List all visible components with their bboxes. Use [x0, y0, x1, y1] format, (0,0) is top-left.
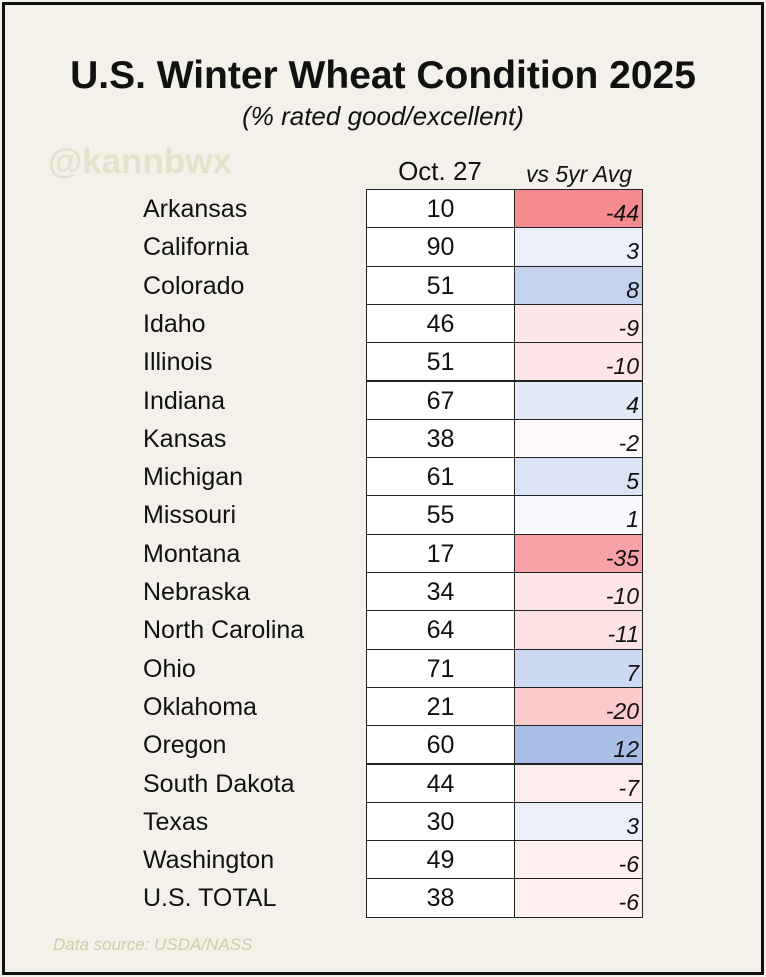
diff-cell: -35	[514, 533, 643, 573]
diff-cell: 12	[514, 725, 643, 765]
column-header-vs-avg: vs 5yr Avg	[525, 161, 633, 187]
chart-title: U.S. Winter Wheat Condition 2025	[70, 54, 696, 97]
value-cell: 64	[366, 610, 515, 650]
value-cell: 49	[366, 840, 515, 880]
value-cell: 17	[366, 533, 515, 573]
row-label: South Dakota	[143, 769, 295, 798]
diff-cell: -20	[514, 686, 643, 727]
value-cell: 30	[366, 801, 515, 842]
diff-cell: -2	[514, 418, 643, 459]
row-label: U.S. TOTAL	[143, 884, 277, 913]
diff-cell: 3	[514, 227, 643, 267]
diff-cell: 5	[514, 457, 643, 497]
diff-cell: -6	[514, 878, 643, 918]
value-cell: 60	[366, 725, 515, 765]
diff-cell: 1	[514, 495, 643, 535]
row-label: Oregon	[143, 731, 227, 760]
row-label: California	[143, 233, 249, 262]
watermark: @kannbwx	[48, 142, 232, 181]
row-label: North Carolina	[143, 616, 305, 645]
row-label: Arkansas	[143, 195, 248, 223]
value-cell: 61	[366, 457, 515, 497]
row-label: Nebraska	[143, 578, 250, 606]
data-source: Data source: USDA/NASS	[53, 935, 253, 954]
row-label: Texas	[143, 807, 209, 836]
row-label: Illinois	[143, 348, 213, 377]
diff-cell: -10	[514, 572, 643, 612]
diff-cell: -10	[514, 342, 643, 382]
row-label: Michigan	[143, 463, 244, 492]
diff-cell: -11	[514, 610, 643, 650]
value-cell: 71	[366, 648, 515, 688]
diff-cell: 8	[514, 265, 643, 305]
diff-cell: -6	[514, 840, 643, 880]
value-cell: 46	[366, 303, 515, 344]
value-cell: 51	[366, 342, 515, 382]
diff-cell: 7	[514, 648, 643, 688]
column-header-date: Oct. 27	[398, 156, 482, 186]
diff-cell: -9	[514, 303, 643, 344]
row-label: Kansas	[143, 424, 227, 453]
value-cell: 51	[366, 265, 515, 305]
value-cell: 38	[366, 878, 515, 918]
value-cell: 10	[366, 189, 515, 229]
row-label: Colorado	[143, 271, 245, 300]
diff-cell: -44	[514, 189, 643, 229]
diff-cell: -7	[514, 763, 643, 803]
row-label: Ohio	[143, 654, 196, 683]
value-cell: 38	[366, 418, 515, 459]
row-label: Idaho	[143, 309, 206, 338]
value-cell: 55	[366, 495, 515, 535]
value-cell: 67	[366, 380, 515, 420]
value-cell: 90	[366, 227, 515, 267]
diff-cell: 3	[514, 801, 643, 842]
value-cell: 44	[366, 763, 515, 803]
chart-subtitle: (% rated good/excellent)	[242, 101, 524, 131]
diff-cell: 4	[514, 380, 643, 420]
row-label: Montana	[143, 539, 241, 568]
row-label: Indiana	[143, 386, 226, 415]
row-label: Washington	[143, 846, 275, 875]
value-cell: 34	[366, 572, 515, 612]
value-cell: 21	[366, 686, 515, 727]
row-label: Missouri	[143, 501, 237, 530]
row-label: Oklahoma	[143, 692, 257, 721]
